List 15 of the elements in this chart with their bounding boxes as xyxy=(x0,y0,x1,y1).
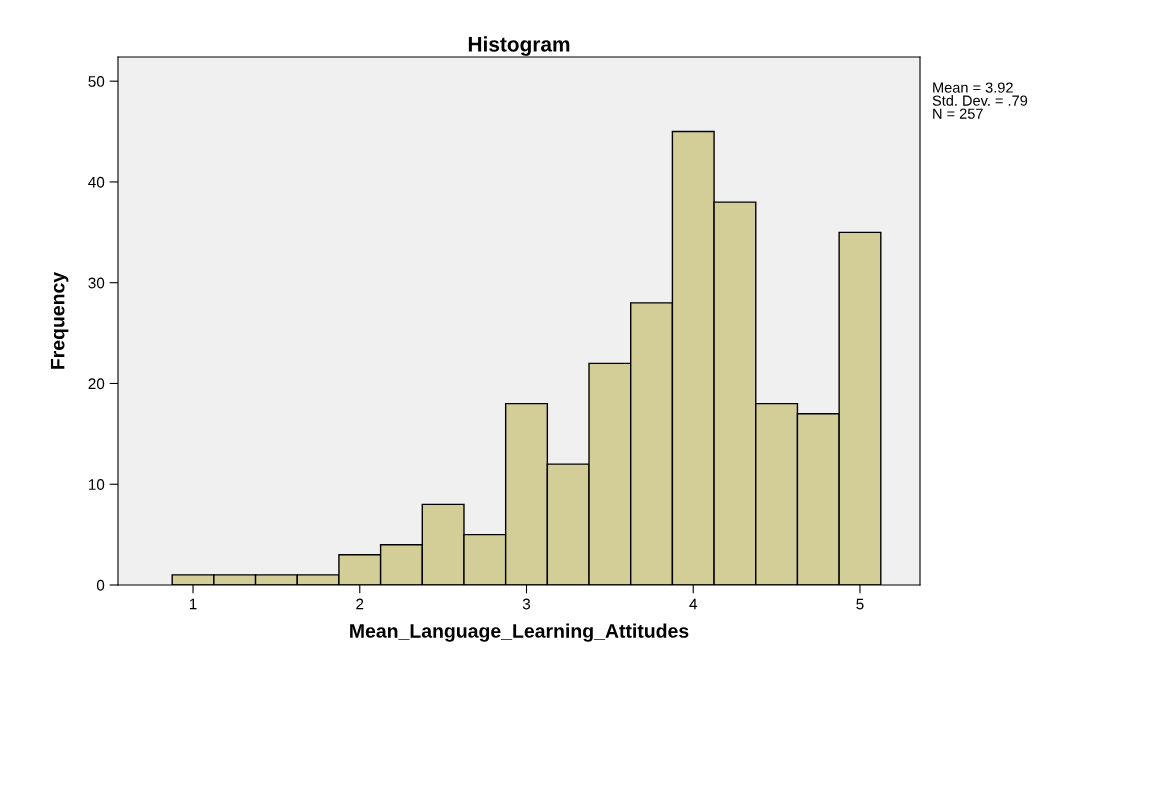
y-axis-title: Frequency xyxy=(50,271,69,369)
x-axis-title: Mean_Language_Learning_Attitudes xyxy=(350,623,689,642)
y-tick-label: 20 xyxy=(88,378,105,390)
y-tick-label: 10 xyxy=(88,479,105,490)
text: Mean = 3.92 Std. Dev. = .79 N = 257 xyxy=(932,82,1028,119)
y-tick-label: 30 xyxy=(88,277,105,289)
y-tick-label: 40 xyxy=(88,176,105,188)
x-tick-label: 1 xyxy=(189,598,197,610)
y-tick-label: 50 xyxy=(88,76,105,87)
x-tick-label: 3 xyxy=(522,598,531,610)
x-tick-label: 2 xyxy=(356,598,364,610)
x-tick-label: 4 xyxy=(689,598,698,610)
y-tick-label: 0 xyxy=(96,579,105,591)
chart-title: Histogram xyxy=(468,36,570,56)
x-tick-label: 5 xyxy=(856,598,864,610)
